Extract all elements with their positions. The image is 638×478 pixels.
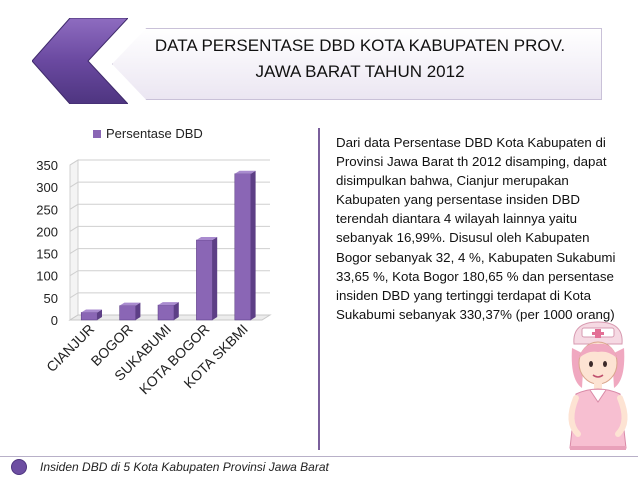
- bar-bogor: [119, 302, 141, 321]
- y-tick-label: 300: [36, 180, 58, 195]
- y-tick-label: 200: [36, 224, 58, 239]
- bar-side: [212, 236, 218, 320]
- bar-side: [97, 309, 102, 320]
- y-tick-label: 350: [36, 158, 58, 173]
- gridline: [69, 225, 270, 232]
- description-text: Dari data Persentase DBD Kota Kabupaten …: [336, 135, 616, 322]
- bar-front: [80, 312, 98, 321]
- bar-front: [234, 173, 252, 321]
- chevron-arrow-icon: [32, 18, 128, 104]
- slide-title-line1: DATA PERSENTASE DBD KOTA KABUPATEN PROV.: [154, 36, 566, 55]
- bar-top: [234, 170, 256, 174]
- slide-title: DATA PERSENTASE DBD KOTA KABUPATEN PROV.…: [140, 33, 580, 85]
- bar-chart: 0 50 100 150 200 250 300 350 Persentase DBD CIANJ…: [36, 126, 272, 397]
- y-tick-label: 0: [51, 313, 58, 328]
- legend-swatch: [93, 130, 101, 138]
- bar-side: [174, 302, 179, 320]
- bar-front: [119, 305, 136, 321]
- vertical-divider: [318, 128, 320, 450]
- footer-bullet-icon: [11, 459, 27, 475]
- bar-top: [81, 309, 102, 313]
- bar-kota-bogor: [196, 236, 218, 321]
- slide-title-line2: JAWA BARAT TAHUN 2012: [255, 62, 465, 81]
- bar-top: [196, 236, 218, 240]
- footer-caption: Insiden DBD di 5 Kota Kabupaten Provinsi…: [40, 460, 329, 474]
- y-tick-label: 50: [44, 291, 58, 306]
- bar-sukabumi: [157, 302, 179, 321]
- nurse-illustration: [568, 321, 628, 450]
- x-tick-label: CIANJUR: [43, 321, 97, 375]
- y-tick-label: 250: [36, 202, 58, 217]
- bar-front: [157, 304, 175, 321]
- bar-front: [196, 239, 213, 321]
- bar-kota-skbmi: [234, 170, 256, 321]
- chart-legend: Persentase DBD: [93, 126, 203, 141]
- footer-divider: [0, 456, 638, 457]
- bar-side: [135, 302, 141, 320]
- bar-side: [250, 170, 256, 320]
- bar-top: [158, 302, 179, 306]
- gridline: [69, 159, 270, 166]
- y-tick-label: 100: [36, 269, 58, 284]
- legend-label: Persentase DBD: [106, 126, 203, 141]
- gridline: [69, 181, 270, 188]
- bar-cianjur: [80, 309, 102, 321]
- y-tick-label: 150: [36, 247, 58, 262]
- chart-side-wall: [69, 159, 79, 321]
- title-banner: [112, 28, 602, 100]
- gridline: [69, 203, 270, 210]
- bar-top: [119, 302, 141, 306]
